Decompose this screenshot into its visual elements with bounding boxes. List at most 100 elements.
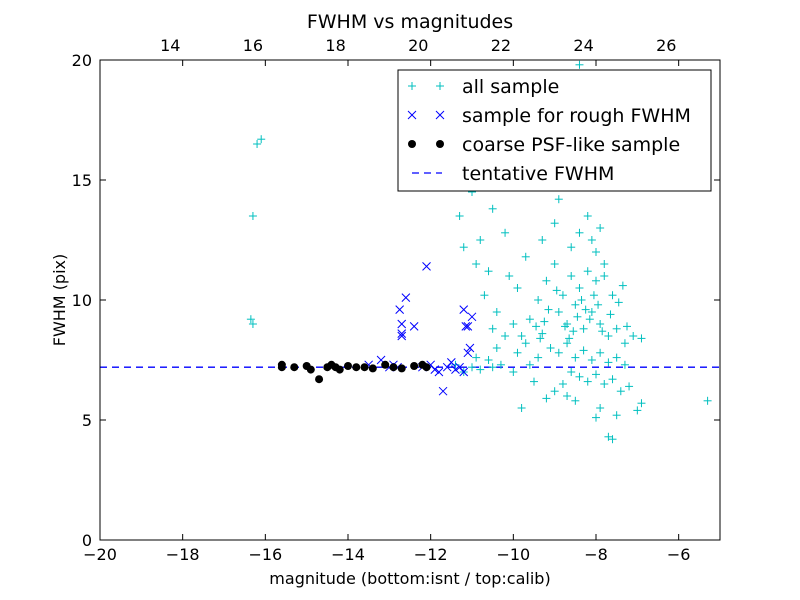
all-sample-point (558, 380, 567, 388)
all-sample-point (569, 327, 578, 336)
all-sample-point (517, 404, 526, 412)
all-sample-point (472, 260, 481, 268)
all-sample-point (600, 260, 609, 268)
rough-sample-point (438, 386, 448, 396)
all-sample-point (575, 372, 584, 381)
all-sample-point (579, 346, 588, 355)
all-sample-point (594, 300, 603, 309)
all-sample-point (623, 322, 631, 331)
all-sample-point (455, 212, 464, 220)
all-sample-point (637, 399, 646, 408)
top-x-tick-label: 20 (408, 36, 428, 55)
rough-sample-point (463, 322, 473, 331)
all-sample-point (604, 332, 613, 340)
all-sample-point (612, 324, 621, 333)
x-tick-label: −12 (414, 545, 448, 564)
all-sample-point (612, 353, 621, 362)
y-tick-label: 10 (72, 291, 92, 310)
legend-plus-marker (436, 82, 444, 90)
all-sample-point (589, 291, 598, 300)
all-sample-point (554, 308, 563, 316)
legend-label-all-sample: all sample (462, 76, 559, 98)
all-sample-point (571, 396, 580, 405)
all-sample-point (575, 60, 584, 69)
all-sample-point (573, 312, 582, 321)
coarse-sample-point (315, 375, 324, 384)
all-sample-point (592, 248, 600, 256)
all-sample-point (532, 322, 541, 331)
all-sample-point (583, 377, 592, 386)
all-sample-point (521, 252, 530, 261)
all-sample-point (540, 317, 549, 326)
all-sample-point (612, 411, 621, 420)
rough-sample-point (463, 348, 473, 358)
all-sample-point (561, 322, 569, 331)
top-x-axis: 14 16 18 20 22 24 26 (160, 36, 676, 55)
all-sample-point (459, 243, 468, 252)
all-sample-point (592, 276, 600, 285)
rough-sample-point (459, 305, 469, 314)
all-sample-point (472, 353, 481, 362)
top-x-tick-label: 26 (656, 36, 676, 55)
all-sample-point (552, 286, 561, 295)
all-sample-point (567, 368, 576, 376)
all-sample-point (587, 236, 596, 244)
all-sample-point (554, 195, 563, 204)
all-sample-point (608, 435, 617, 444)
all-sample-point (592, 370, 600, 379)
y-tick-label: 15 (72, 171, 92, 190)
coarse-sample-point (422, 363, 431, 372)
all-sample-point (604, 358, 613, 367)
rough-sample-point (395, 305, 405, 314)
all-sample-point (248, 320, 257, 328)
all-sample-point (618, 281, 627, 290)
legend-dot-marker (436, 140, 444, 148)
all-sample-point (637, 334, 646, 343)
all-sample-point (625, 382, 634, 391)
all-sample-point (587, 308, 596, 316)
all-sample-point (257, 135, 266, 144)
all-sample-point (608, 291, 617, 300)
rough-sample-point (422, 262, 431, 271)
all-sample-point (542, 394, 551, 403)
all-sample-point (534, 296, 543, 304)
all-sample-point (538, 329, 547, 338)
all-sample-point (604, 432, 613, 441)
x-tick-label: −14 (331, 545, 365, 564)
all-sample-point (581, 305, 590, 314)
all-sample-point (550, 260, 559, 268)
legend-marker-rough-sample (407, 110, 445, 120)
rough-sample-point (461, 322, 471, 331)
all-sample-point (246, 315, 255, 324)
chart-title: FWHM vs magnitudes (307, 11, 513, 33)
all-sample-point (488, 324, 497, 333)
all-sample-point (629, 332, 638, 340)
legend-cross-marker (435, 110, 445, 120)
all-sample-point (496, 360, 505, 369)
all-sample-point (492, 344, 501, 352)
x-tick-label: −8 (584, 545, 608, 564)
all-sample-point (565, 334, 574, 343)
top-x-tick-label: 14 (160, 36, 180, 55)
rough-sample-point (409, 322, 419, 331)
all-sample-point (583, 267, 592, 276)
coarse-sample-point (389, 363, 398, 372)
rough-sample-point (397, 319, 407, 329)
all-sample-point (633, 406, 642, 415)
all-sample-point (575, 284, 584, 292)
all-sample-point (505, 272, 514, 280)
all-sample-point (567, 272, 576, 280)
top-x-tick-label: 24 (573, 36, 593, 55)
all-sample-point (248, 212, 257, 220)
all-sample-point (620, 339, 629, 348)
x-tick-label: −6 (667, 545, 691, 564)
all-sample-point (468, 363, 476, 372)
all-sample-point (536, 334, 545, 343)
all-sample-point (538, 236, 547, 244)
legend-box (397, 69, 712, 192)
x-tick-label: −20 (83, 545, 117, 564)
all-sample-point (544, 305, 553, 314)
all-sample-point (596, 320, 605, 328)
legend-label-coarse-sample: coarse PSF-like sample (462, 134, 680, 156)
